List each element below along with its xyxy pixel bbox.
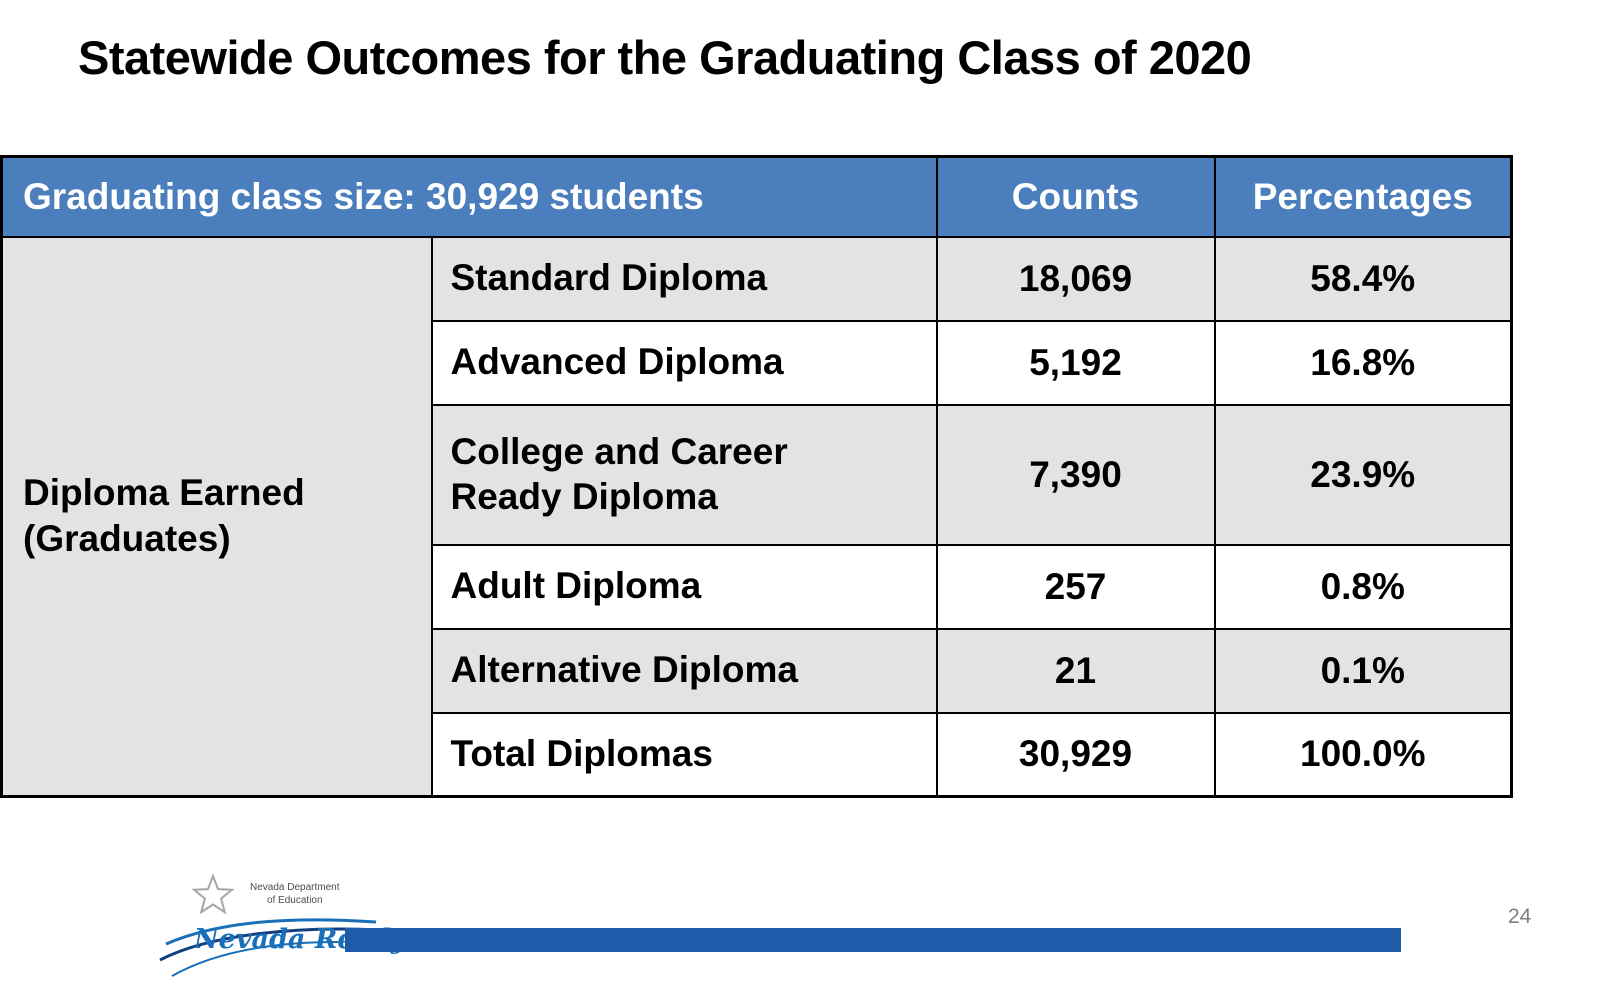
table-row-alternative-diploma: Alternative Diploma 21 0.1% [2, 627, 1513, 714]
footer-accent-bar [345, 928, 1401, 952]
diploma-percent: 58.4% [1213, 235, 1513, 322]
diploma-percent: 23.9% [1213, 403, 1513, 546]
percentages-column-header: Percentages [1213, 155, 1513, 238]
diploma-count: 257 [935, 543, 1216, 630]
diploma-percent: 16.8% [1213, 319, 1513, 406]
logo-org-text: Nevada Department of Education [250, 882, 340, 907]
diploma-count: 7,390 [935, 403, 1216, 546]
page-number: 24 [1508, 905, 1532, 928]
table-row-college-career-ready-diploma: College and Career Ready Diploma 7,390 2… [2, 403, 1513, 546]
row-group-label: Diploma Earned (Graduates) [0, 235, 433, 798]
diploma-label: Advanced Diploma [430, 319, 938, 406]
table-row-advanced-diploma: Advanced Diploma 5,192 16.8% [2, 319, 1513, 406]
diploma-label: Standard Diploma [430, 235, 938, 322]
diploma-count: 5,192 [935, 319, 1216, 406]
diploma-label: Alternative Diploma [430, 627, 938, 714]
class-size-header: Graduating class size: 30,929 students [0, 155, 938, 238]
diploma-label: Adult Diploma [430, 543, 938, 630]
outcomes-table: Graduating class size: 30,929 students C… [0, 155, 1513, 798]
table-row-standard-diploma: Diploma Earned (Graduates) Standard Dipl… [0, 235, 1513, 798]
diploma-count: 30,929 [935, 711, 1216, 798]
table-header-row: Graduating class size: 30,929 students C… [0, 155, 1513, 238]
diploma-label: Total Diplomas [430, 711, 938, 798]
diploma-percent: 0.8% [1213, 543, 1513, 630]
logo-org-line2: of Education [266, 894, 323, 906]
table-row-adult-diploma: Adult Diploma 257 0.8% [2, 543, 1513, 630]
table-row-total-diplomas: Total Diplomas 30,929 100.0% [2, 711, 1513, 798]
logo-org-line1: Nevada Department [250, 882, 340, 893]
diploma-label: College and Career Ready Diploma [430, 403, 938, 546]
slide-title: Statewide Outcomes for the Graduating Cl… [78, 31, 1252, 84]
outcomes-table-container: Graduating class size: 30,929 students C… [0, 155, 1513, 798]
diploma-percent: 0.1% [1213, 627, 1513, 714]
diploma-count: 18,069 [935, 235, 1216, 322]
counts-column-header: Counts [935, 155, 1216, 238]
diploma-percent: 100.0% [1213, 711, 1513, 798]
diploma-count: 21 [935, 627, 1216, 714]
